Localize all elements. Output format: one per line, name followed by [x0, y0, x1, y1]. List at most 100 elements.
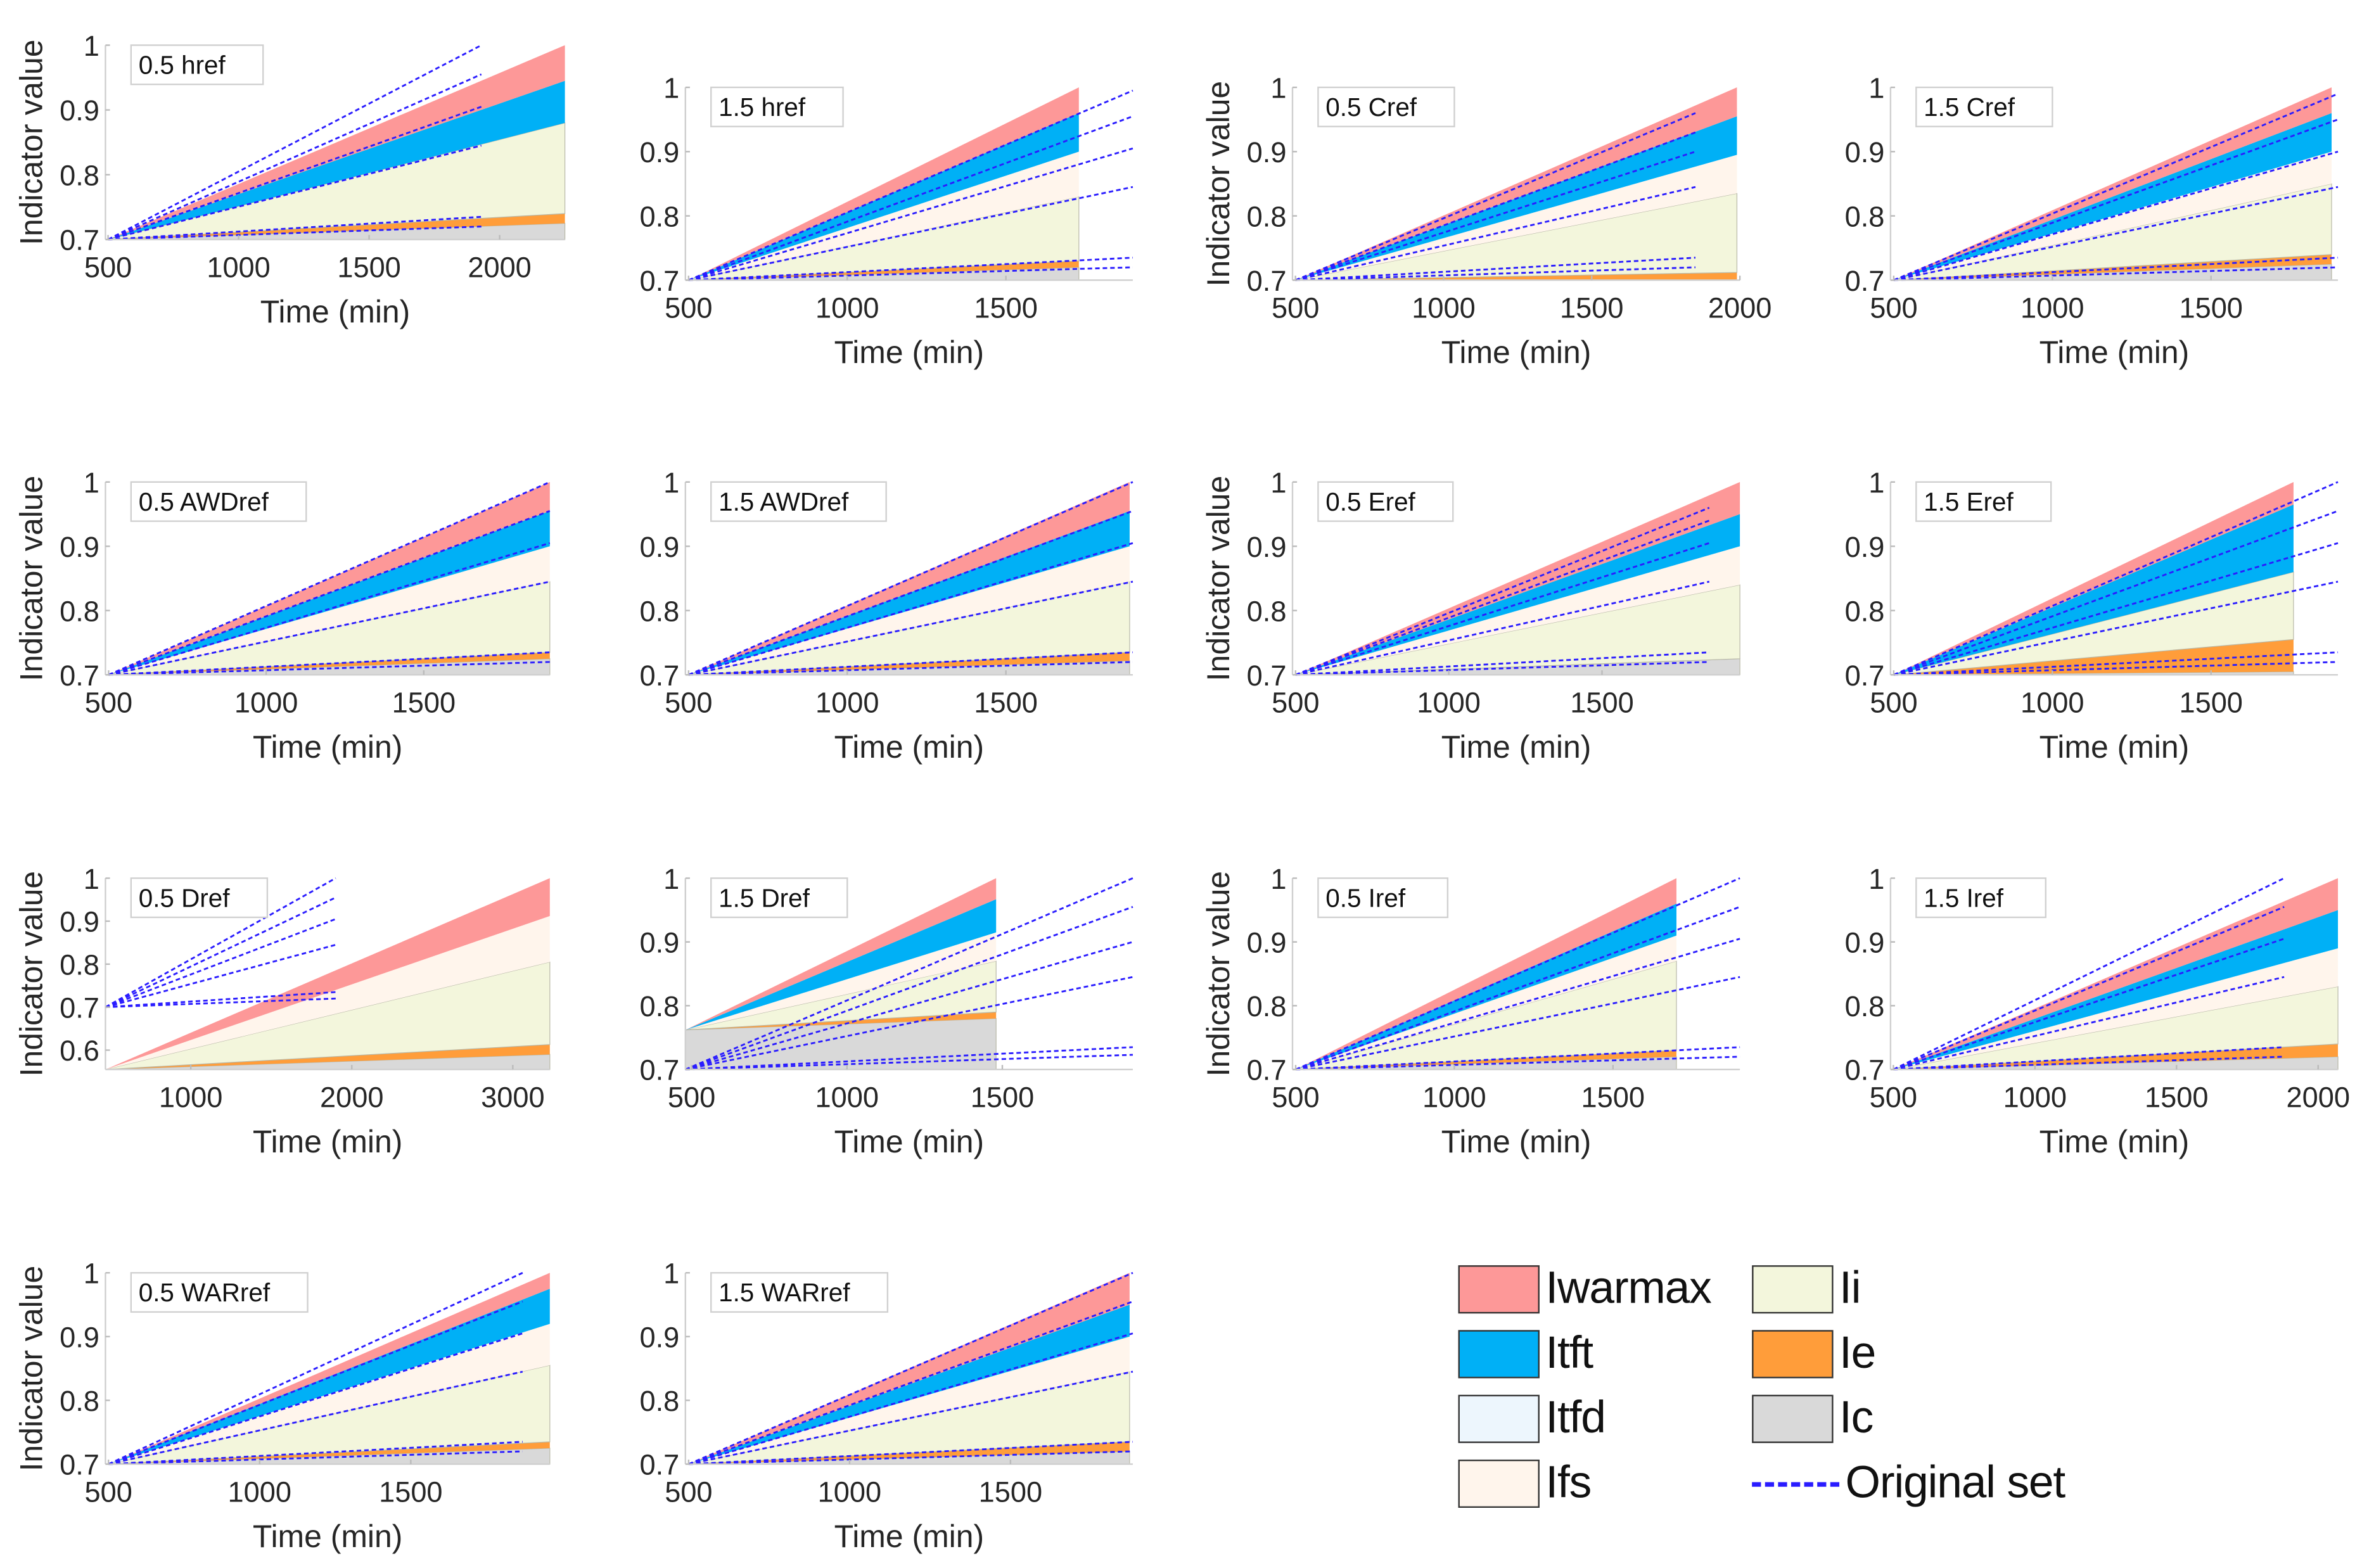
original-set-line	[105, 896, 336, 1008]
panel-title-box	[1915, 877, 2046, 919]
y-tick-label: 0.7	[1845, 1054, 1885, 1087]
original-set-line	[1295, 651, 1709, 676]
x-tick-label: 1000	[815, 1081, 879, 1114]
y-tick-label: 1	[1868, 863, 1884, 895]
x-tick-label: 500	[665, 1476, 712, 1508]
y-tick-label: 1	[1270, 863, 1286, 895]
original-set-line	[1295, 542, 1710, 676]
panel-title-box	[710, 877, 848, 919]
y-tick-label: 1	[84, 466, 99, 499]
original-set-line	[108, 542, 551, 676]
x-tick-label: 500	[668, 1081, 715, 1114]
band-ifs	[688, 1336, 1130, 1465]
y-tick-label: 0.7	[60, 991, 99, 1024]
y-tick-label: 1	[84, 30, 99, 62]
legend-label: Ii	[1839, 1263, 1861, 1314]
legend-swatch-ie	[1752, 1330, 1834, 1379]
y-axis-label: Indicator value	[14, 871, 49, 1077]
original-set-line	[688, 1301, 1133, 1465]
legend-swatch-ifs	[1458, 1459, 1540, 1508]
y-tick-label: 1	[1868, 72, 1884, 105]
x-tick-label: 1500	[2145, 1081, 2208, 1114]
x-tick-label: 1500	[971, 1081, 1034, 1114]
panel-title-box	[710, 481, 887, 522]
legend-item-ifs: Ifs	[1458, 1453, 1592, 1514]
x-tick-label: 500	[85, 1476, 132, 1508]
y-tick-label: 0.8	[60, 595, 99, 627]
original-set-line	[1295, 938, 1740, 1071]
panel-title-box	[130, 44, 264, 86]
original-set-line	[108, 226, 482, 241]
panel-title: 0.5 Cref	[1325, 92, 1417, 122]
y-tick-label: 0.9	[60, 906, 99, 938]
x-tick-label: 1500	[337, 251, 400, 283]
original-set-line	[107, 44, 482, 241]
y-tick-label: 0.9	[60, 94, 99, 127]
x-tick-label: 500	[1870, 687, 1917, 719]
y-tick-label: 0.7	[640, 660, 680, 692]
x-tick-label: 1000	[234, 687, 298, 719]
original-set-line	[688, 580, 1133, 676]
original-set-line	[1893, 257, 2339, 281]
legend-swatch-ic	[1752, 1394, 1834, 1443]
original-set-line	[688, 542, 1133, 676]
x-axis-label: Time (min)	[2040, 1124, 2190, 1159]
original-set-line	[1295, 1046, 1740, 1071]
legend-label: Ic	[1839, 1393, 1874, 1443]
legend-swatch-itft	[1458, 1330, 1540, 1379]
original-set-line	[688, 266, 1133, 281]
x-tick-label: 1000	[1417, 687, 1480, 719]
y-tick-label: 1	[1868, 466, 1884, 499]
x-tick-label: 1000	[818, 1476, 881, 1508]
x-axis-label: Time (min)	[834, 335, 985, 370]
x-tick-label: 500	[665, 687, 712, 719]
x-tick-label: 2000	[2287, 1081, 2350, 1114]
original-set-line	[108, 510, 551, 676]
original-set-line	[1893, 651, 2339, 676]
y-tick-label: 0.9	[640, 531, 680, 563]
original-set-line	[1295, 976, 1740, 1071]
x-tick-label: 1000	[2020, 292, 2084, 324]
x-axis-label: Time (min)	[834, 1124, 985, 1159]
y-tick-label: 0.7	[1845, 660, 1885, 692]
legend-label: Itft	[1545, 1329, 1593, 1379]
original-set-line	[108, 1272, 523, 1465]
x-tick-label: 2000	[1708, 292, 1771, 324]
y-tick-label: 0.7	[1247, 265, 1287, 297]
original-set-line	[1893, 510, 2339, 676]
panel-title-box	[1915, 481, 2052, 522]
original-set-line	[1295, 580, 1710, 676]
band-ifs	[1893, 948, 2339, 1070]
original-set-line	[108, 1450, 523, 1465]
original-set-line	[1893, 92, 2339, 281]
y-tick-label: 1	[1270, 72, 1286, 105]
y-tick-label: 0.8	[640, 200, 680, 233]
original-set-line	[105, 943, 336, 1009]
x-axis-label: Time (min)	[253, 729, 403, 765]
legend-label: Ifs	[1545, 1458, 1592, 1508]
band-ii	[1295, 193, 1738, 281]
y-tick-label: 0.8	[60, 159, 99, 191]
y-tick-label: 1	[84, 1258, 99, 1290]
original-set-line	[688, 481, 1133, 676]
original-set-line	[1295, 507, 1710, 676]
x-tick-label: 500	[1870, 1081, 1917, 1114]
legend-label: Ie	[1839, 1329, 1876, 1379]
x-axis-label: Time (min)	[1441, 729, 1592, 765]
original-set-line	[1295, 150, 1696, 281]
original-set-line	[688, 1441, 1133, 1465]
x-tick-label: 1000	[207, 251, 270, 283]
x-axis-label: Time (min)	[1441, 335, 1592, 370]
original-set-line	[1295, 1055, 1740, 1071]
x-axis-label: Time (min)	[253, 1519, 403, 1554]
y-tick-label: 0.7	[640, 265, 680, 297]
x-tick-label: 1500	[379, 1476, 442, 1508]
original-set-line	[688, 257, 1133, 281]
y-tick-label: 0.8	[640, 595, 680, 627]
x-tick-label: 1500	[392, 687, 456, 719]
original-set-line	[1295, 257, 1696, 281]
